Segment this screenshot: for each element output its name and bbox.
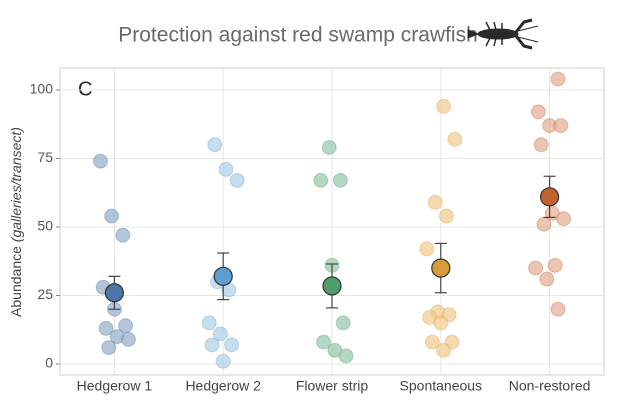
- data-point: [547, 257, 563, 273]
- mean-point: [539, 187, 560, 207]
- data-point: [427, 194, 443, 210]
- mean-point: [104, 283, 125, 303]
- data-point: [335, 315, 351, 331]
- y-tick-label: 50: [37, 218, 53, 234]
- data-point: [553, 118, 569, 134]
- data-point: [332, 172, 348, 188]
- data-point: [550, 71, 566, 87]
- data-point: [316, 334, 332, 350]
- data-point: [104, 208, 120, 224]
- data-point: [204, 337, 220, 353]
- x-tick-label: Flower strip: [296, 378, 369, 394]
- data-point: [533, 137, 549, 153]
- data-point: [101, 340, 117, 356]
- data-point: [536, 216, 552, 232]
- chart-title: Protection against red swamp crawfish: [118, 24, 478, 47]
- y-axis-label-main: Abundance: [8, 246, 24, 317]
- data-point: [313, 172, 329, 188]
- data-point: [528, 260, 544, 276]
- data-point: [92, 153, 108, 169]
- x-tick-label: Hedgerow 1: [77, 378, 153, 394]
- data-point: [556, 211, 572, 227]
- y-axis-label: Abundance (galleries/transect): [8, 127, 24, 317]
- data-point: [201, 315, 217, 331]
- data-point: [424, 334, 440, 350]
- x-tick-label: Hedgerow 2: [185, 378, 261, 394]
- data-point: [98, 320, 114, 336]
- mean-point: [431, 258, 451, 278]
- data-point: [338, 348, 354, 364]
- data-point: [120, 331, 136, 347]
- panel-label: C: [78, 78, 92, 100]
- data-point: [530, 104, 546, 120]
- data-point: [215, 353, 231, 369]
- y-tick-label: 25: [37, 286, 53, 302]
- data-point: [207, 137, 223, 153]
- y-tick-label: 75: [37, 149, 53, 165]
- data-point: [115, 227, 131, 243]
- data-point: [436, 98, 452, 114]
- data-point: [550, 301, 566, 317]
- data-point: [321, 139, 337, 155]
- data-point: [218, 161, 234, 177]
- data-point: [224, 337, 240, 353]
- data-point: [539, 271, 555, 287]
- data-point: [229, 172, 245, 188]
- y-tick-label: 0: [45, 355, 53, 371]
- y-tick-label: 100: [30, 81, 54, 97]
- data-point: [212, 326, 228, 342]
- data-point: [419, 241, 435, 257]
- data-point: [438, 208, 454, 224]
- x-tick-label: Spontaneous: [400, 378, 483, 394]
- data-point: [447, 131, 463, 147]
- y-axis-label-unit: (galleries/transect): [8, 127, 24, 242]
- x-tick-label: Non-restored: [509, 378, 591, 394]
- data-point: [433, 315, 449, 331]
- data-point: [118, 318, 134, 334]
- data-point: [436, 342, 452, 358]
- crawfish-icon: [467, 18, 539, 50]
- mean-point: [213, 266, 233, 286]
- mean-point: [322, 276, 342, 296]
